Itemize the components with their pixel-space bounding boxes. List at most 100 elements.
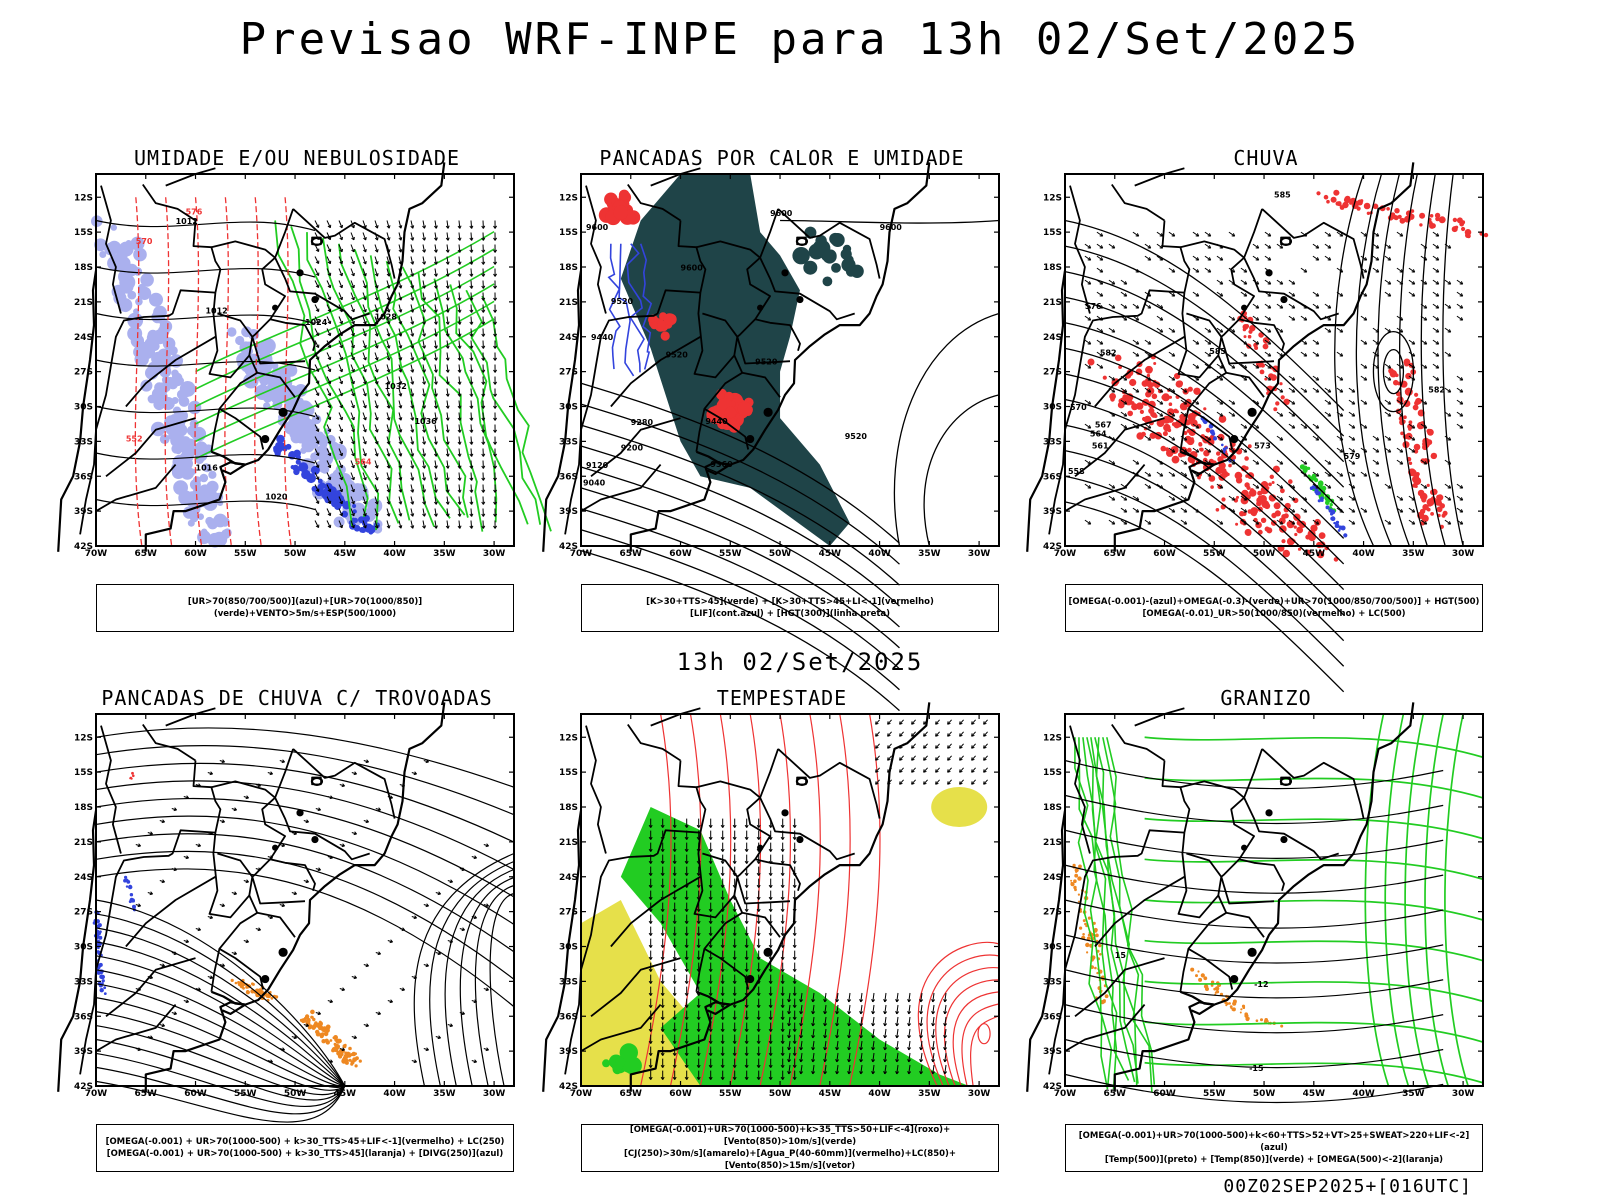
humidity-blue-area xyxy=(149,292,163,307)
wind850-vector xyxy=(792,1064,797,1068)
wind-vector xyxy=(434,333,438,337)
wind850-vector xyxy=(672,944,677,948)
wind850-vector xyxy=(860,1028,863,1038)
wind-vector xyxy=(350,436,355,445)
wind-vector xyxy=(1276,387,1283,393)
instability-green-area xyxy=(792,247,810,265)
contour-label: 582 xyxy=(1428,386,1445,395)
lat-label: 42S xyxy=(74,542,93,552)
wind-vector xyxy=(386,441,391,445)
contour-label: 9520 xyxy=(666,351,689,360)
wind-vector xyxy=(1195,269,1200,273)
wind-vector xyxy=(1183,389,1188,393)
wind-vector xyxy=(1363,317,1368,321)
wind-vector xyxy=(422,285,427,289)
wind-vector xyxy=(422,249,427,253)
wind-vector xyxy=(1144,303,1151,309)
wind850-vector xyxy=(908,992,911,1002)
page-title: Previsao WRF-INPE para 13h 02/Set/2025 xyxy=(239,14,1361,65)
wind-vector xyxy=(374,412,378,421)
wind-vector xyxy=(315,308,320,313)
lon-label: 40W xyxy=(1352,1089,1375,1099)
omega500-orange-area xyxy=(1079,926,1083,930)
border-line xyxy=(95,1004,177,1052)
wind-vector xyxy=(1243,281,1248,285)
wind-vector xyxy=(493,249,498,253)
wind-vector xyxy=(422,412,425,421)
wind850-vector xyxy=(720,1004,725,1008)
wind850-vector xyxy=(887,755,892,761)
contour-label: 1012 xyxy=(176,217,198,226)
wind-vector xyxy=(1159,305,1164,309)
reservoir xyxy=(1265,809,1273,817)
wind-vector xyxy=(362,364,367,373)
wind-vector xyxy=(1420,423,1427,429)
streamline-arrow xyxy=(425,1047,429,1052)
wind-vector xyxy=(398,232,402,241)
lc850-contours xyxy=(640,713,1000,1087)
wind-vector xyxy=(1240,423,1247,429)
wind-vector xyxy=(1423,485,1428,489)
streamline-arrow xyxy=(245,795,249,800)
wind-vector xyxy=(362,328,367,337)
wind850-vector xyxy=(959,719,964,725)
wind850-vector xyxy=(672,932,677,936)
wind-vector xyxy=(1339,509,1344,513)
omega500-orange-area xyxy=(1232,1001,1237,1006)
wind850-vector xyxy=(872,1064,875,1074)
wind-vector xyxy=(1243,377,1248,381)
wind-vector xyxy=(1324,303,1331,309)
wind-vector xyxy=(339,296,343,301)
wind-vector xyxy=(1360,423,1367,429)
wind-vector xyxy=(1411,449,1416,453)
wind-vector xyxy=(1252,303,1259,309)
wind-vector xyxy=(1156,303,1163,309)
df-box xyxy=(796,776,807,786)
wind-vector xyxy=(1204,471,1211,477)
rain-red-area xyxy=(1168,395,1172,399)
thunder-orange-area xyxy=(310,1009,315,1015)
streamline-250 xyxy=(95,744,515,816)
wind-vector xyxy=(1420,339,1427,345)
wind-vector xyxy=(457,237,462,241)
wind-vector xyxy=(1252,339,1259,345)
wind-vector xyxy=(469,429,474,433)
wind-vector xyxy=(470,412,473,421)
wind850-vector xyxy=(911,755,916,761)
lon-label: 40W xyxy=(1352,549,1375,559)
wind-vector xyxy=(1279,461,1284,465)
hgt500-contour xyxy=(1064,347,1345,539)
wind850-vector xyxy=(899,719,904,725)
wind-vector xyxy=(1408,279,1415,285)
rain-red-area xyxy=(1273,502,1281,510)
wind-vector xyxy=(1255,461,1260,465)
panel-title: PANCADAS DE CHUVA C/ TROVOADAS xyxy=(101,686,493,710)
wind-vector xyxy=(1459,377,1464,381)
lat-label: 30S xyxy=(559,943,578,953)
wind-vector xyxy=(1204,327,1211,333)
wind-vector xyxy=(1087,281,1092,285)
wind-vector xyxy=(457,513,462,517)
lat-label: 24S xyxy=(1043,873,1062,883)
wind850-vector xyxy=(971,779,976,785)
wind850-vector xyxy=(732,1028,737,1032)
rain-red-area xyxy=(1339,205,1345,210)
wind-vector xyxy=(326,472,331,480)
wind-vector xyxy=(363,416,367,421)
wind-vector xyxy=(446,316,449,325)
wind-vector xyxy=(338,436,343,444)
wind-vector xyxy=(1420,363,1427,369)
streamline-arrow xyxy=(257,783,261,788)
wind-vector xyxy=(1084,483,1091,489)
wind-vector xyxy=(1375,233,1380,237)
rain-red-area xyxy=(1275,401,1280,406)
wind-vector xyxy=(398,393,403,397)
wind-vector xyxy=(1120,411,1127,417)
lat-label: 39S xyxy=(74,507,93,517)
wind-vector xyxy=(1147,305,1152,309)
wind-vector xyxy=(1375,341,1380,345)
wind-vector xyxy=(1336,435,1343,441)
wind-vector xyxy=(1216,255,1223,261)
wind-vector xyxy=(457,381,462,385)
wind-vector xyxy=(1348,423,1355,429)
